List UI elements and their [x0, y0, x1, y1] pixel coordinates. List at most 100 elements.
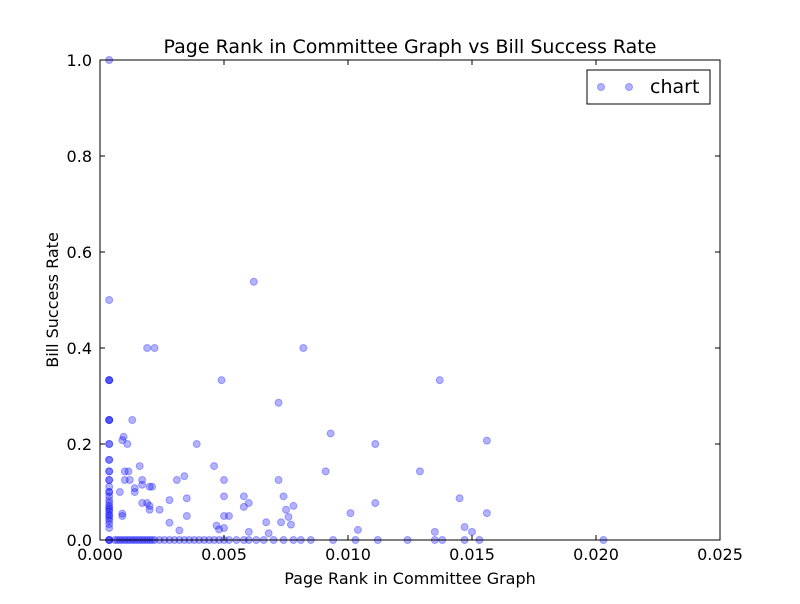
data-point [105, 512, 114, 520]
data-point [105, 492, 114, 501]
data-point [105, 507, 114, 516]
data-point [192, 440, 201, 448]
data-point [120, 467, 129, 476]
data-point [286, 520, 295, 529]
data-point [105, 416, 114, 424]
data-point [430, 527, 439, 536]
data-point [105, 376, 114, 385]
data-point [220, 512, 228, 520]
data-point [220, 524, 228, 532]
data-point [148, 482, 157, 491]
data-point [371, 499, 380, 508]
data-point [105, 514, 114, 523]
y-tick-label: 0.2 [67, 435, 92, 454]
data-point [353, 525, 362, 534]
data-point [172, 476, 181, 484]
data-point [105, 488, 114, 496]
data-point [145, 501, 154, 510]
data-point [482, 509, 491, 518]
data-point [105, 455, 114, 464]
data-points [105, 56, 608, 544]
data-point [371, 440, 380, 448]
data-point [105, 496, 114, 505]
data-point [105, 476, 114, 484]
x-tick-label: 0.020 [573, 545, 619, 564]
data-point [105, 440, 114, 448]
data-point [105, 488, 114, 496]
data-point [105, 520, 114, 529]
data-point [274, 476, 283, 484]
data-point [105, 455, 114, 464]
data-point [289, 501, 298, 510]
data-point [118, 436, 127, 445]
data-point [180, 472, 189, 481]
data-point [105, 501, 114, 510]
data-point [346, 509, 355, 518]
data-point [182, 494, 191, 503]
data-point [118, 509, 127, 518]
data-point [150, 344, 159, 352]
y-axis-title: Bill Success Rate [43, 232, 62, 368]
x-tick-label: 0.005 [201, 545, 247, 564]
x-tick-label: 0.010 [325, 545, 371, 564]
data-point [105, 376, 114, 385]
x-tick-label: 0.025 [697, 545, 743, 564]
data-point [125, 476, 134, 484]
data-point [279, 492, 288, 501]
data-point [105, 296, 114, 304]
data-point [239, 492, 248, 501]
data-point [244, 499, 253, 508]
x-axis-title: Page Rank in Committee Graph [284, 569, 536, 588]
axis-ticks: 0.000 0.005 0.010 0.015 0.020 0.025 0.0 0.2 0.4 0… [67, 51, 743, 564]
data-point [182, 512, 191, 520]
y-tick-label: 0.0 [67, 531, 92, 550]
data-point [249, 277, 258, 286]
data-point [138, 476, 147, 484]
data-point [105, 499, 114, 508]
data-point [124, 467, 133, 476]
data-point [210, 462, 219, 471]
data-point [244, 527, 253, 536]
data-point [143, 344, 152, 352]
data-point [215, 525, 224, 534]
data-point [155, 505, 164, 514]
data-point [105, 416, 114, 424]
data-point [468, 527, 476, 536]
data-point [128, 416, 137, 424]
data-point [224, 512, 233, 520]
data-point [220, 476, 228, 484]
data-point [284, 512, 293, 521]
data-point [105, 416, 114, 424]
data-point [120, 476, 129, 484]
data-point [130, 484, 139, 493]
data-point [220, 492, 228, 501]
data-point [105, 476, 114, 484]
data-point [145, 482, 154, 491]
data-point [277, 518, 286, 527]
data-point [105, 482, 114, 491]
data-point [105, 516, 114, 525]
data-point [460, 523, 469, 532]
y-tick-label: 0.6 [67, 243, 92, 262]
data-point [482, 436, 491, 445]
data-point [119, 432, 128, 441]
data-point [105, 524, 114, 532]
data-point [262, 518, 271, 527]
y-tick-label: 1.0 [67, 51, 92, 70]
y-tick-label: 0.8 [67, 147, 92, 166]
data-point [123, 440, 132, 448]
data-point [212, 521, 221, 530]
data-point [143, 499, 152, 508]
chart-title: Page Rank in Committee Graph vs Bill Suc… [164, 36, 657, 58]
legend-marker-2 [625, 83, 633, 91]
data-point [326, 429, 335, 438]
data-point [264, 529, 273, 538]
x-tick-label: 0.015 [449, 545, 495, 564]
data-point [299, 344, 308, 352]
data-point [115, 488, 124, 496]
data-point [455, 494, 464, 503]
data-point [105, 503, 114, 512]
legend: chart [586, 69, 711, 105]
